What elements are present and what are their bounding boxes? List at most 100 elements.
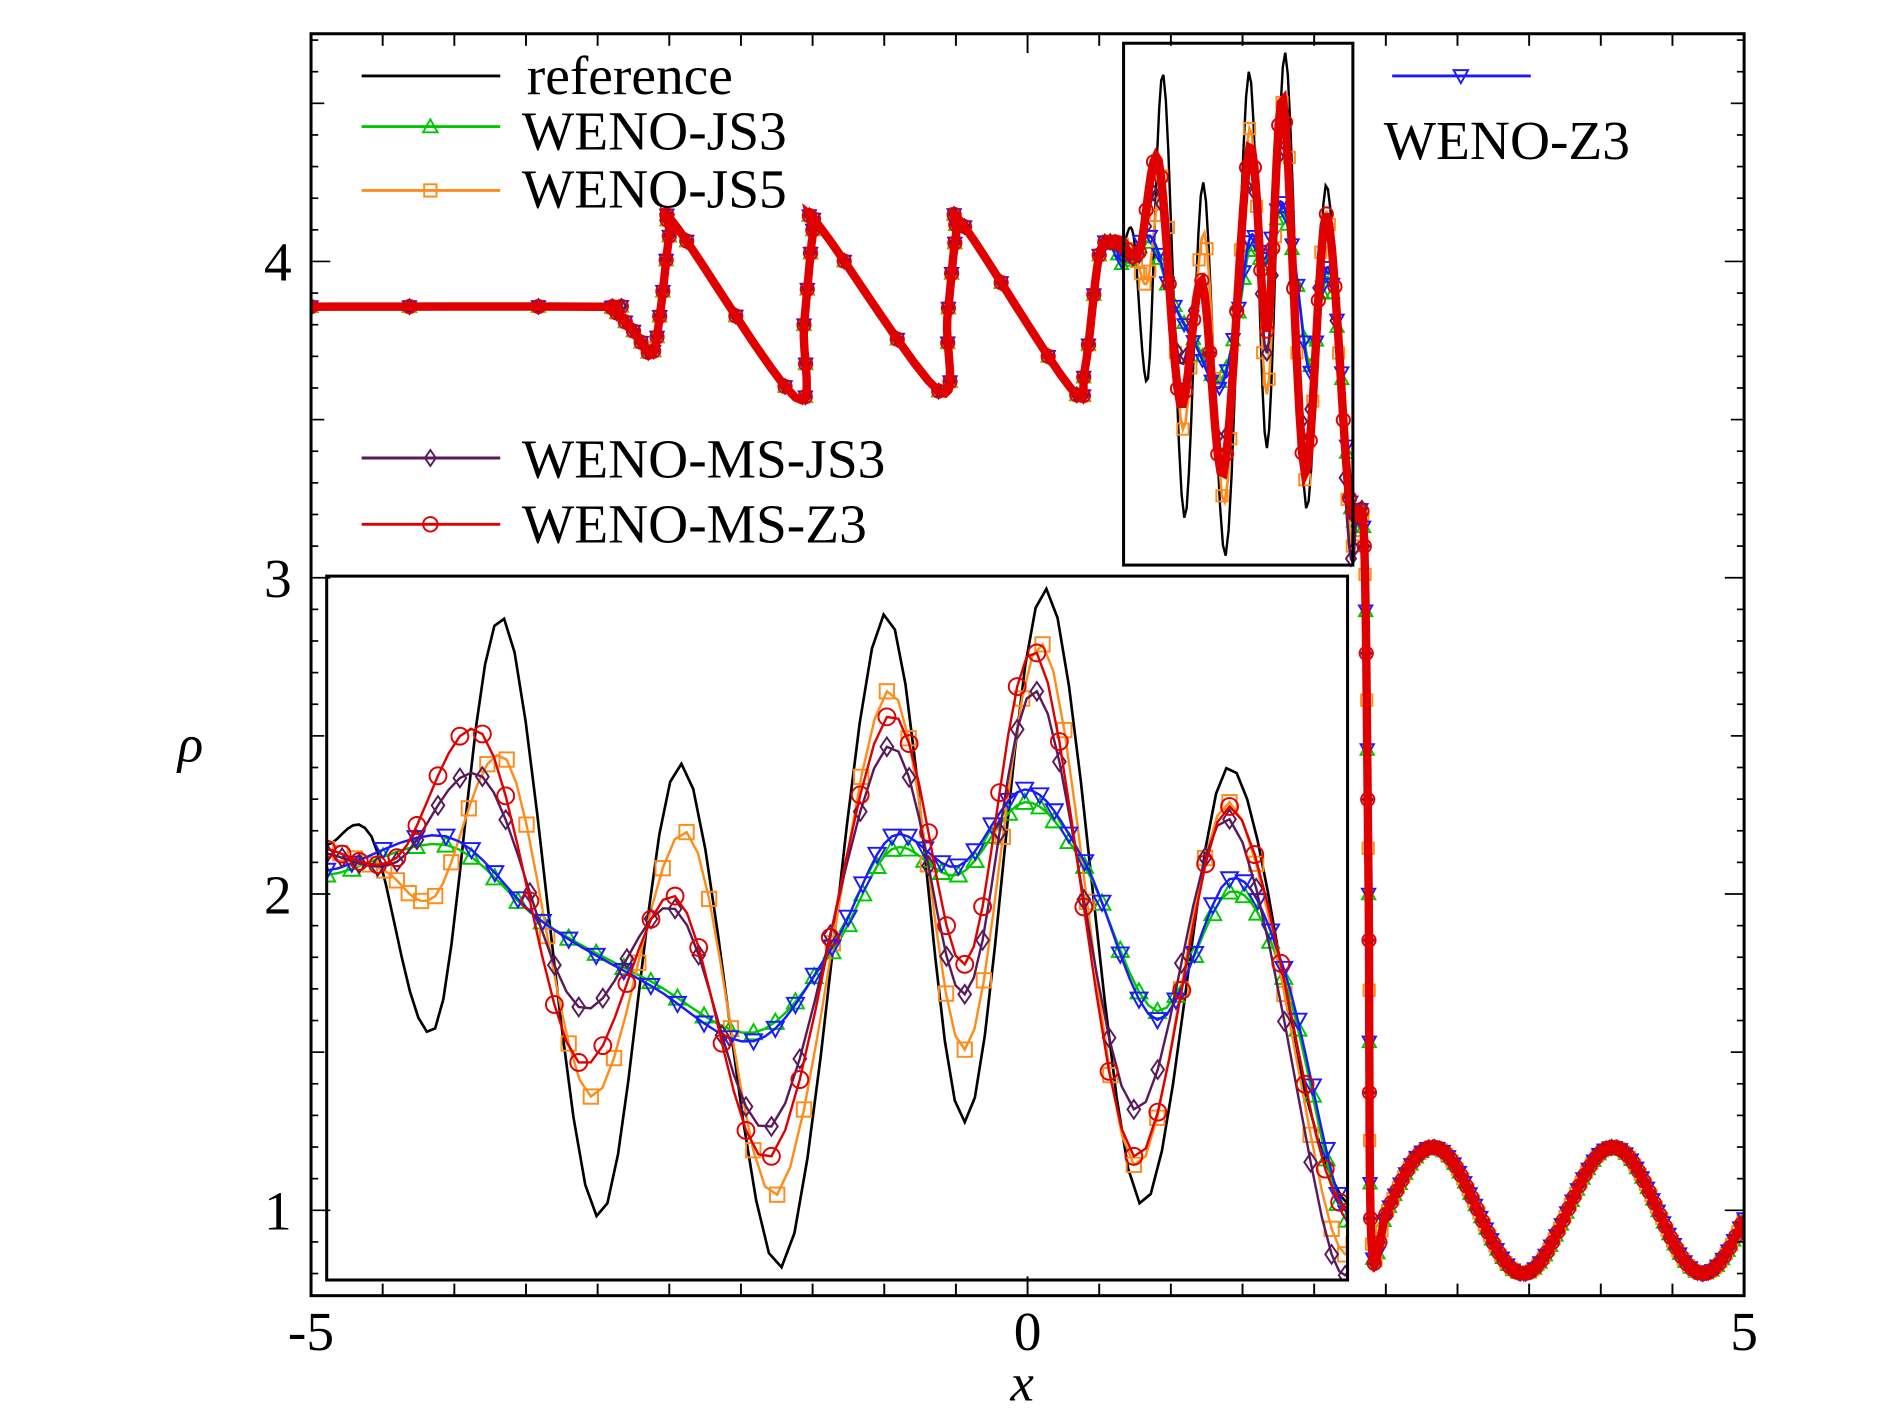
weno-ms-z3-marker bbox=[609, 305, 625, 321]
inset-weno-z3-marker bbox=[866, 846, 888, 866]
legend-entry-weno-z3: WENO-Z3 bbox=[1384, 69, 1630, 171]
weno-js5-marker bbox=[1176, 422, 1190, 436]
inset-weno-js3-marker bbox=[1219, 881, 1240, 900]
weno-ms-z3-marker bbox=[940, 335, 956, 351]
weno-js3-marker bbox=[1150, 249, 1168, 265]
inset-weno-js3-marker bbox=[898, 838, 919, 857]
weno-ms-z3-marker bbox=[797, 389, 813, 405]
weno-ms-z3-marker bbox=[1361, 1085, 1378, 1101]
inset-weno-ms-js3-marker bbox=[939, 945, 955, 968]
weno-js5-marker bbox=[1143, 264, 1157, 278]
inset-weno-js3-marker bbox=[640, 970, 661, 990]
inset-weno-js5-marker bbox=[878, 683, 896, 700]
weno-ms-z3-marker bbox=[1706, 1261, 1722, 1277]
inset-weno-ms-z3-marker bbox=[689, 938, 709, 957]
inset-series-weno-z3 bbox=[326, 781, 1348, 1224]
y-tick-label: 3 bbox=[264, 548, 292, 609]
weno-ms-z3-marker bbox=[1689, 1264, 1706, 1281]
inset-weno-z3-marker bbox=[1234, 874, 1255, 893]
weno-ms-z3-marker bbox=[1229, 303, 1245, 319]
inset-weno-z3-marker bbox=[931, 855, 952, 874]
inset-weno-z3-marker bbox=[948, 858, 969, 877]
weno-ms-z3-marker bbox=[1153, 169, 1169, 185]
inset-weno-ms-z3-marker bbox=[368, 855, 388, 875]
inset-weno-ms-z3-marker bbox=[1049, 732, 1069, 751]
inset-weno-ms-js3-marker bbox=[474, 765, 490, 788]
inset-weno-z3-line bbox=[326, 788, 1348, 1215]
weno-ms-z3-marker bbox=[604, 300, 620, 316]
legend-entry-weno-js3: WENO-JS3 bbox=[361, 100, 787, 161]
weno-ms-z3-marker bbox=[796, 317, 812, 333]
weno-ms-z3-marker bbox=[1265, 240, 1281, 256]
y-tick-label: 2 bbox=[264, 864, 292, 925]
inset-weno-js3-marker bbox=[326, 864, 337, 883]
legend-label: WENO-MS-Z3 bbox=[522, 493, 867, 554]
weno-ms-z3-marker bbox=[1410, 1147, 1426, 1163]
inset-weno-js5-marker bbox=[1302, 1126, 1319, 1144]
inset-weno-js3-marker bbox=[785, 991, 806, 1010]
main-series-layer bbox=[311, 41, 1745, 1283]
inset-weno-ms-z3-marker bbox=[790, 1070, 810, 1089]
inset-weno-ms-z3-marker bbox=[593, 1036, 613, 1056]
weno-js5-marker bbox=[1138, 277, 1152, 291]
weno-ms-z3-marker bbox=[1277, 114, 1294, 130]
axes-layer: -5 0 5 1 2 3 4 bbox=[264, 32, 1758, 1362]
inset-weno-ms-js3-marker bbox=[1324, 1243, 1340, 1266]
weno-js5-marker bbox=[1262, 372, 1276, 386]
weno-ms-z3-marker bbox=[1302, 433, 1318, 449]
inset-weno-z3-marker bbox=[586, 947, 607, 966]
legend-entry-weno-ms-js3: WENO-MS-JS3 bbox=[361, 428, 885, 489]
weno-ms-z3-marker bbox=[659, 207, 675, 223]
inset-weno-ms-js3-marker bbox=[921, 854, 937, 877]
inset-weno-ms-js3-marker bbox=[409, 828, 425, 851]
weno-ms-z3-marker bbox=[1178, 383, 1194, 399]
inset-weno-ms-z3-marker bbox=[973, 897, 992, 917]
inset-weno-ms-z3-marker bbox=[1007, 677, 1027, 696]
inset-weno-js3-marker bbox=[1014, 791, 1035, 810]
inset-weno-js5-marker bbox=[498, 751, 515, 768]
inset-weno-z3-marker bbox=[461, 842, 482, 861]
weno-ms-z3-marker bbox=[1145, 154, 1162, 170]
inset-weno-ms-z3-marker bbox=[919, 823, 938, 843]
inset-weno-z3-marker bbox=[1074, 854, 1095, 873]
inset-weno-z3-marker bbox=[852, 876, 873, 895]
inset-weno-ms-z3-marker bbox=[520, 891, 540, 911]
inset-weno-js3-marker bbox=[881, 838, 903, 857]
inset-series-weno-ms-z3 bbox=[326, 643, 1348, 1220]
inset-weno-z3-marker bbox=[373, 841, 394, 861]
inset-weno-ms-z3-marker bbox=[877, 707, 897, 727]
inset-weno-ms-js3-marker bbox=[1051, 750, 1067, 773]
weno-ms-z3-line bbox=[311, 89, 1745, 1278]
inset-weno-js5-marker bbox=[605, 1049, 623, 1067]
inset-weno-ms-z3-marker bbox=[407, 816, 427, 835]
weno-ms-z3-marker bbox=[1679, 1256, 1695, 1272]
weno-ms-z3-marker bbox=[661, 228, 677, 244]
inset-weno-ms-js3-marker bbox=[1009, 718, 1025, 741]
inset-weno-ms-js3-marker bbox=[901, 766, 917, 789]
legend-label: reference bbox=[527, 45, 733, 106]
inset-weno-z3-marker bbox=[1029, 787, 1050, 806]
inset-weno-z3-marker bbox=[838, 909, 859, 928]
weno-js5-marker bbox=[1215, 489, 1229, 503]
inset-weno-z3-marker bbox=[484, 865, 505, 884]
inset-weno-js3-marker bbox=[1029, 796, 1050, 815]
inset-weno-ms-js3-marker bbox=[1173, 952, 1189, 975]
inset-weno-js3-marker bbox=[948, 864, 969, 883]
weno-ms-z3-marker bbox=[1361, 932, 1377, 948]
inset-weno-ms-z3-marker bbox=[641, 909, 661, 929]
inset-weno-z3-marker bbox=[965, 843, 986, 862]
legend-label: WENO-JS3 bbox=[522, 100, 787, 161]
inset-weno-ms-z3-marker bbox=[990, 783, 1009, 803]
inset-weno-ms-z3-marker bbox=[1196, 854, 1216, 874]
inset-weno-ms-z3-marker bbox=[1271, 953, 1291, 973]
weno-ms-z3-marker bbox=[530, 298, 547, 315]
inset-weno-js3-marker bbox=[1074, 855, 1095, 874]
inset-weno-ms-js3-marker bbox=[822, 923, 838, 946]
weno-ms-z3-marker bbox=[1372, 1234, 1388, 1250]
weno-ms-z3-marker bbox=[1286, 280, 1302, 297]
inset-weno-z3-marker bbox=[640, 977, 661, 997]
inset-weno-js5-marker bbox=[700, 890, 718, 908]
weno-ms-z3-marker bbox=[802, 245, 819, 261]
inset-weno-ms-js3-marker bbox=[546, 954, 562, 977]
inset-weno-js5-marker bbox=[560, 1035, 577, 1052]
